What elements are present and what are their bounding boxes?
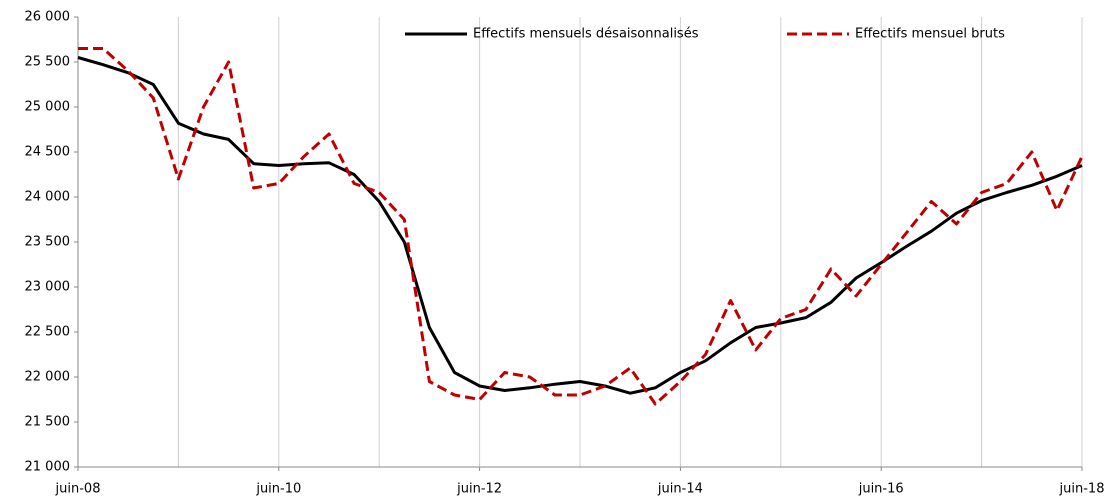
series-line [78,47,1084,406]
x-tick-label: juin-12 [456,482,502,497]
y-tick-label: 23 000 [25,280,71,295]
x-tick-label: juin-18 [1059,482,1105,497]
y-tick-label: 21 000 [25,460,71,475]
y-tick-label: 22 000 [25,370,71,385]
legend-label: Effectifs mensuels désaisonnalisés [473,27,699,42]
series-line [77,56,1083,395]
y-tick-label: 22 500 [25,325,71,340]
legend-label: Effectifs mensuel bruts [855,27,1005,42]
x-tick-label: juin-14 [657,482,703,497]
y-tick-label: 21 500 [25,415,71,430]
y-tick-label: 25 000 [25,100,71,115]
x-tick-label: juin-10 [255,482,301,497]
x-tick-label: juin-08 [55,482,101,497]
y-tick-label: 23 500 [25,235,71,250]
y-tick-label: 25 500 [25,55,71,70]
y-tick-label: 26 000 [25,10,71,25]
y-tick-label: 24 500 [25,145,71,160]
y-tick-label: 24 000 [25,190,71,205]
x-tick-label: juin-16 [858,482,904,497]
